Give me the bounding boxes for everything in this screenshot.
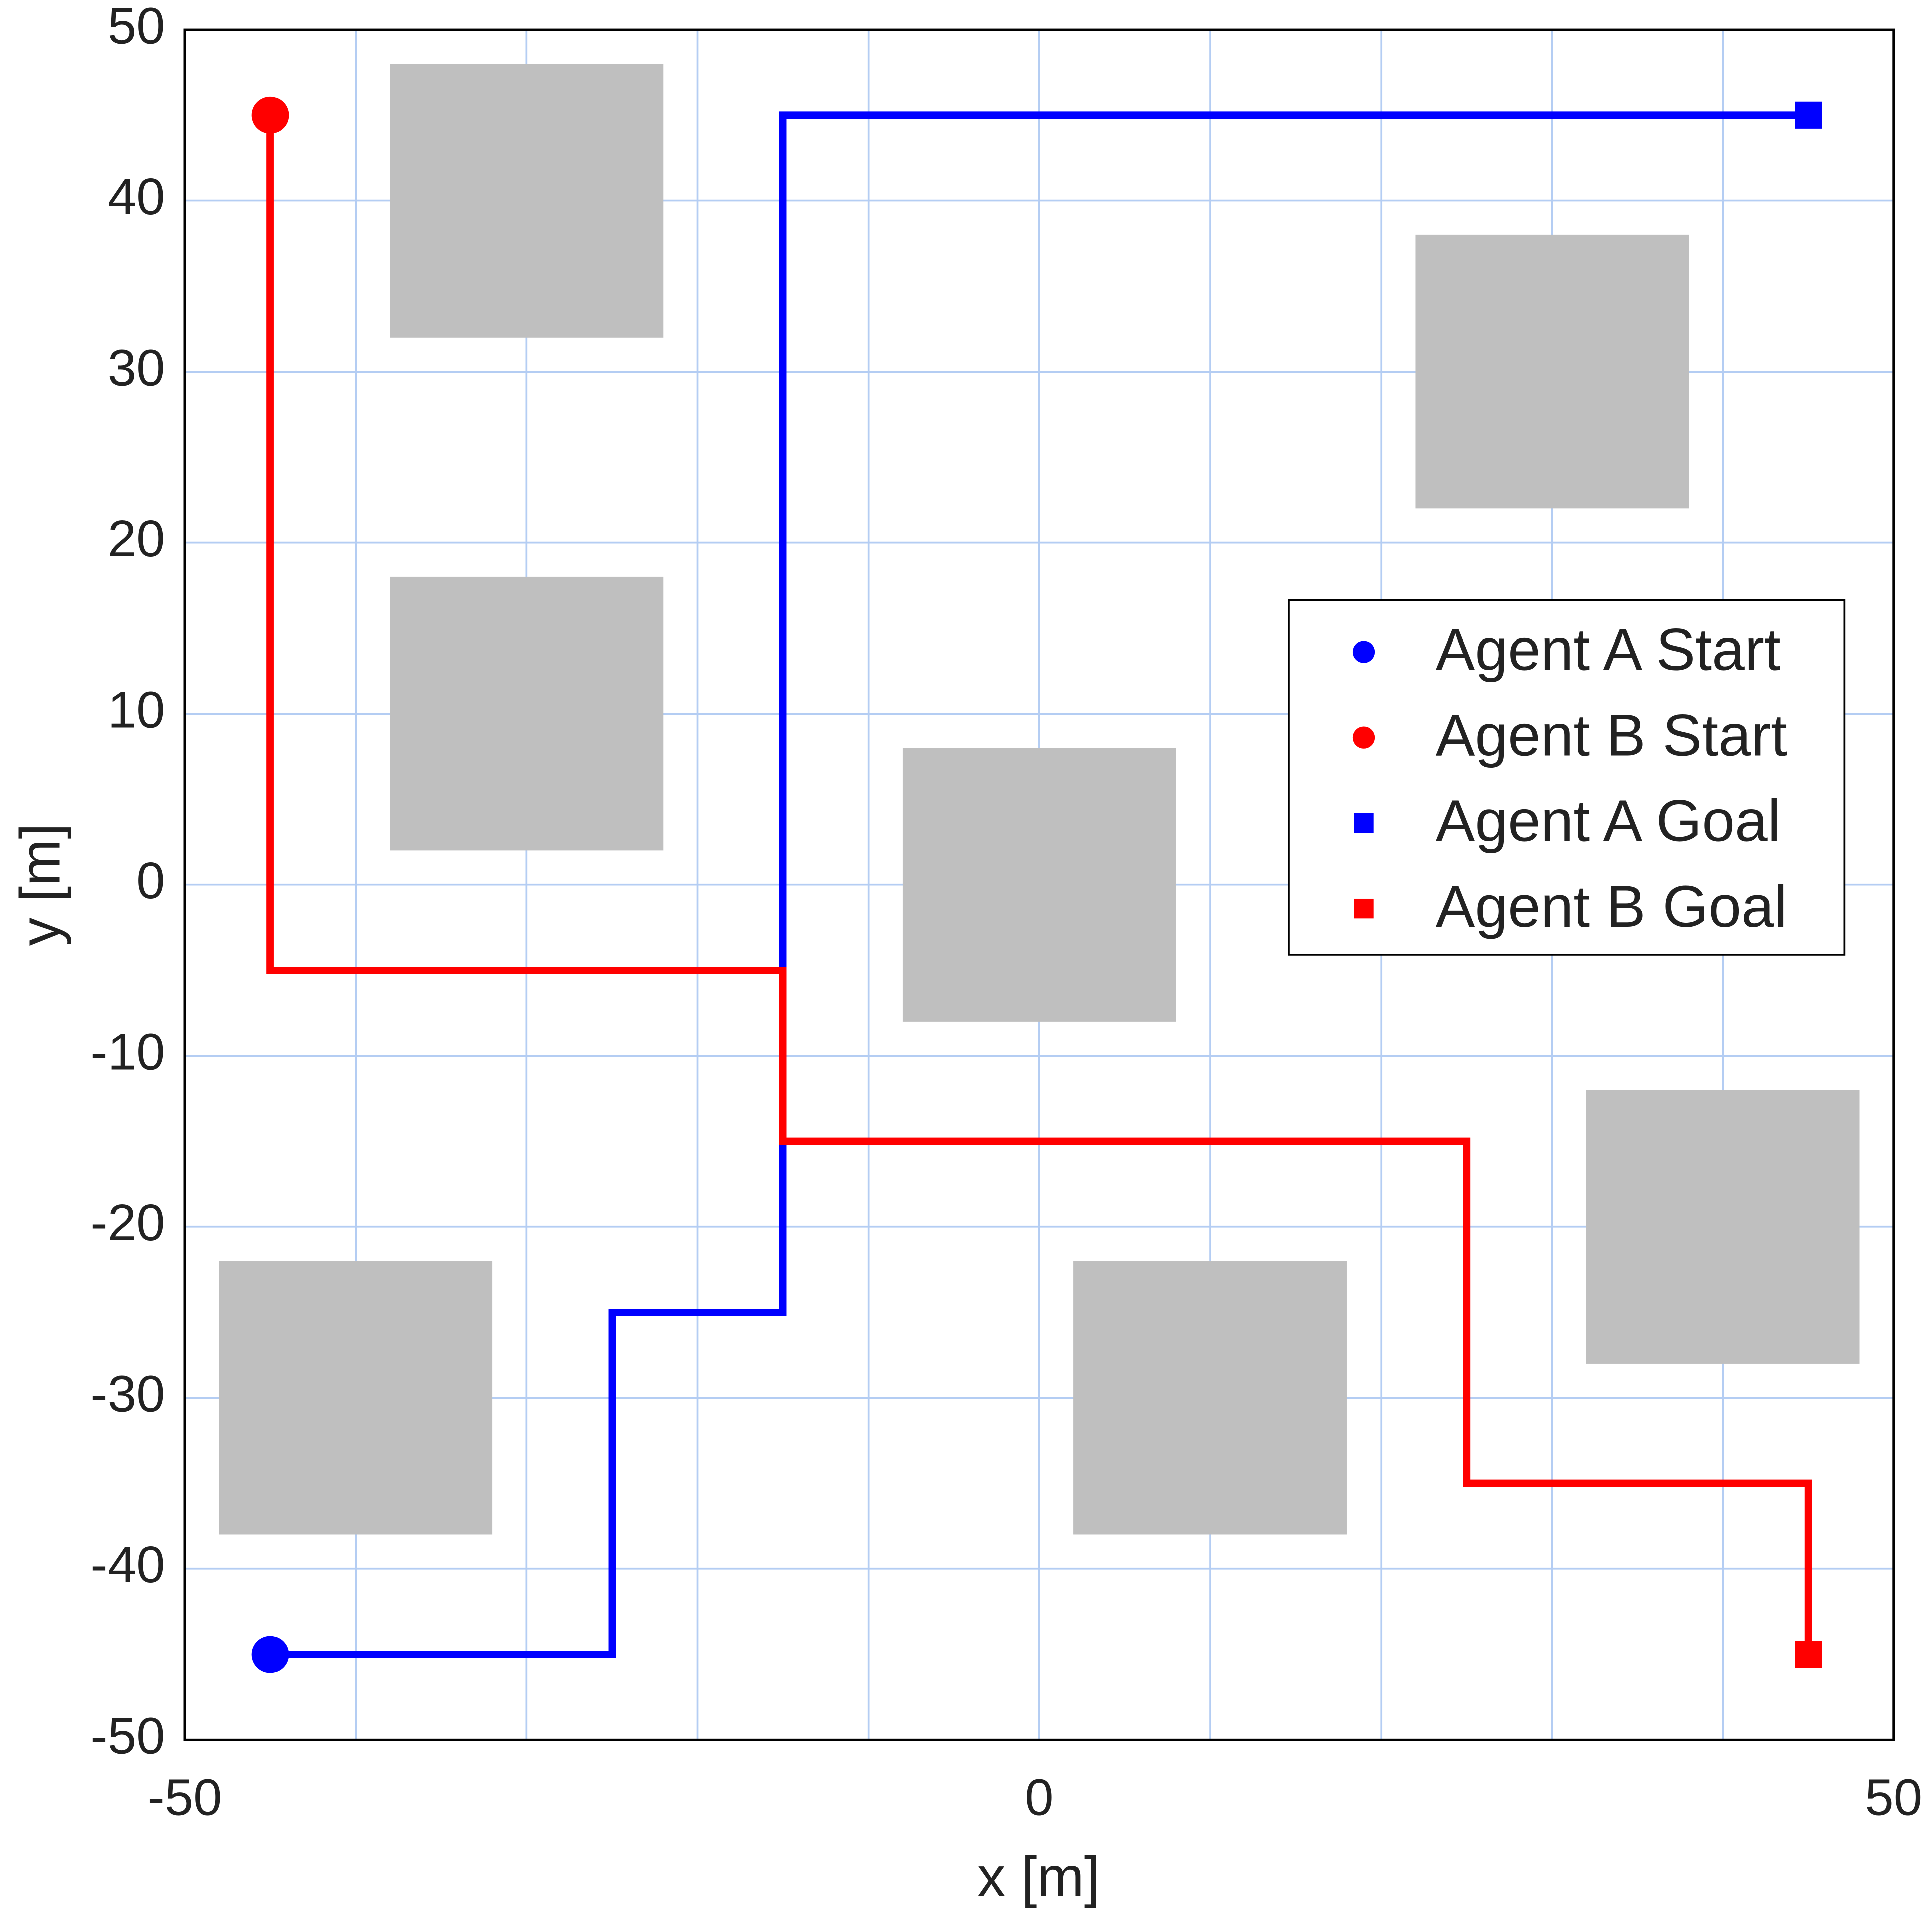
y-tick-label: -30 (90, 1365, 165, 1423)
legend-label: Agent A Start (1436, 617, 1781, 683)
obstacle (390, 64, 664, 338)
start-marker (251, 96, 289, 134)
y-tick-label: -10 (90, 1022, 165, 1080)
obstacle (1415, 234, 1689, 509)
start-marker (251, 1636, 289, 1673)
legend-box (1288, 599, 1846, 956)
y-tick-label: -40 (90, 1535, 165, 1593)
legend-marker (1352, 726, 1375, 749)
y-tick-label: 10 (108, 680, 165, 738)
legend-label: Agent A Goal (1436, 788, 1781, 854)
obstacle (390, 576, 664, 851)
x-tick-label: 0 (1025, 1768, 1053, 1826)
x-tick-label: 50 (1865, 1768, 1922, 1826)
y-tick-label: 20 (108, 509, 165, 567)
legend-marker (1354, 898, 1374, 919)
path-line (266, 115, 1812, 1655)
path-line (270, 111, 1809, 1658)
y-tick-label: 50 (108, 0, 165, 54)
obstacle (1586, 1090, 1860, 1364)
obstacle (902, 748, 1176, 1022)
legend-marker (1352, 641, 1375, 663)
plot-frame (183, 28, 1895, 1741)
y-tick-label: -20 (90, 1193, 165, 1251)
obstacle (219, 1261, 493, 1535)
goal-marker (1795, 1641, 1822, 1668)
x-axis-label: x [m] (977, 1845, 1100, 1908)
legend: Agent A Start Agent B Start Agent A Goal Ag… (1288, 599, 1846, 956)
x-tick-label: -50 (147, 1768, 222, 1826)
legend-label: Agent B Goal (1436, 874, 1787, 940)
obstacle (1073, 1261, 1347, 1535)
legend-label: Agent B Start (1436, 703, 1787, 769)
y-tick-label: 0 (136, 851, 165, 909)
y-tick-label: -50 (90, 1707, 165, 1765)
legend-marker (1354, 813, 1374, 833)
goal-marker (1795, 101, 1822, 129)
y-axis-label: y [m] (8, 823, 71, 946)
y-tick-label: 40 (108, 167, 165, 225)
y-tick-label: 30 (108, 338, 165, 396)
